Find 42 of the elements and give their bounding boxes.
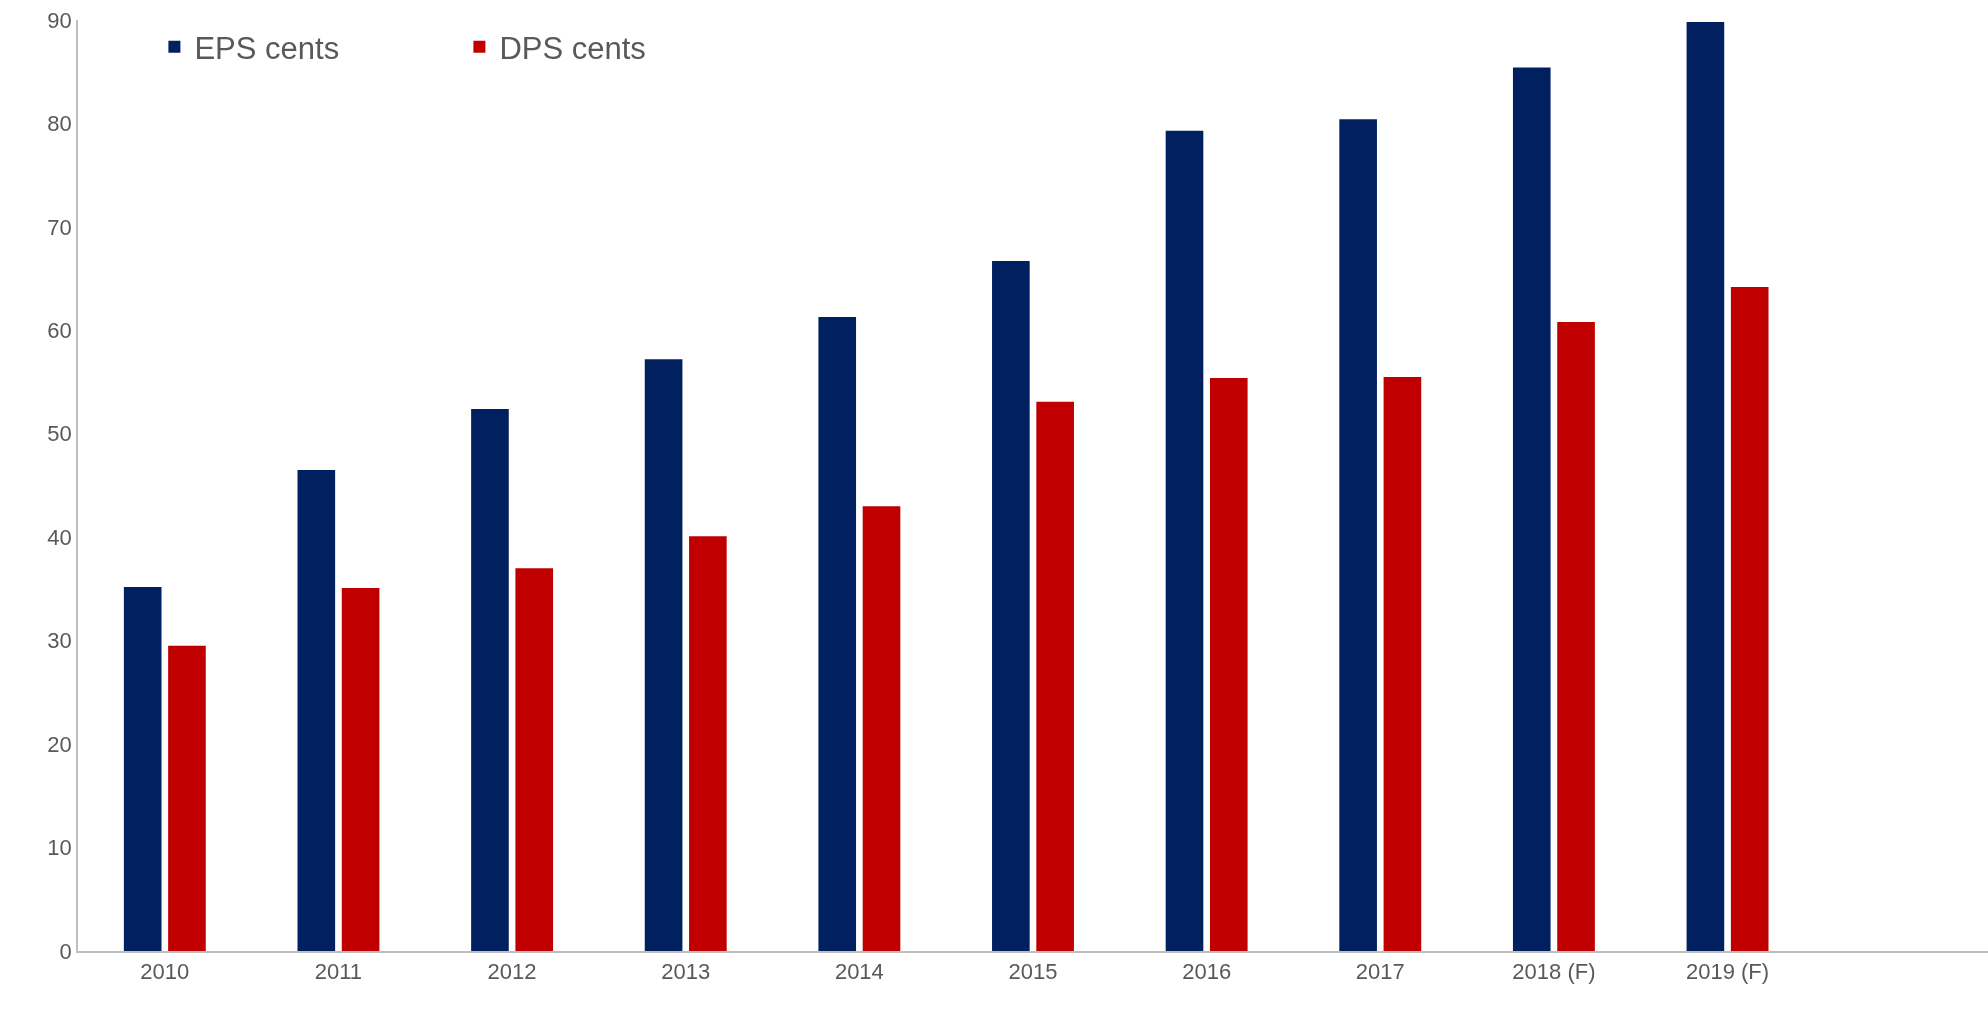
y-tick-label: 70 bbox=[47, 214, 72, 240]
bar bbox=[862, 506, 901, 951]
bar bbox=[992, 261, 1030, 951]
bar bbox=[644, 359, 683, 951]
bar bbox=[818, 316, 857, 951]
x-tick-label: 2019 (F) bbox=[1685, 959, 1770, 985]
bar bbox=[341, 587, 380, 951]
y-tick-label: 80 bbox=[47, 111, 72, 137]
y-tick-label: 90 bbox=[47, 7, 72, 33]
bar bbox=[1512, 67, 1551, 951]
x-tick-label: 2017 bbox=[1355, 959, 1405, 985]
bar bbox=[1557, 322, 1595, 951]
y-tick-label: 0 bbox=[59, 938, 72, 964]
x-tick-label: 2018 (F) bbox=[1512, 959, 1596, 985]
y-tick-label: 20 bbox=[47, 731, 72, 757]
y-tick-label: 60 bbox=[47, 318, 72, 344]
x-tick-label: 2010 bbox=[140, 959, 190, 985]
y-tick-label: 50 bbox=[47, 421, 72, 447]
x-tick-label: 2011 bbox=[314, 959, 363, 985]
bar bbox=[471, 408, 509, 951]
bar bbox=[1730, 286, 1769, 951]
legend-label: DPS cents bbox=[499, 30, 646, 66]
bar bbox=[297, 469, 336, 951]
x-tick-label: 2013 bbox=[661, 959, 711, 985]
y-tick-label: 30 bbox=[47, 628, 72, 654]
bar bbox=[1036, 401, 1074, 951]
y-tick-label: 10 bbox=[47, 835, 72, 861]
x-tick-label: 2015 bbox=[1008, 959, 1058, 985]
bar bbox=[1209, 377, 1248, 951]
x-tick-label: 2016 bbox=[1182, 959, 1232, 985]
bar bbox=[689, 536, 727, 951]
bar bbox=[515, 568, 554, 951]
legend-label: EPS cents bbox=[194, 30, 340, 66]
bar bbox=[168, 645, 206, 951]
y-tick-label: 40 bbox=[47, 524, 72, 550]
bar bbox=[123, 586, 162, 951]
bar bbox=[1383, 376, 1422, 951]
bar bbox=[1686, 22, 1725, 951]
x-tick-label: 2014 bbox=[834, 959, 884, 985]
bar bbox=[1339, 119, 1377, 951]
x-tick-label: 2012 bbox=[487, 959, 537, 985]
bar bbox=[1165, 130, 1204, 951]
